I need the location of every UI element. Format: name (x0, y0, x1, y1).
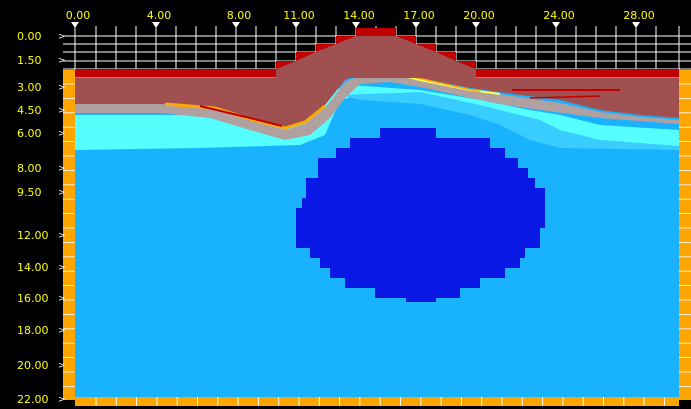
left-axis-label: 0.00 (17, 30, 42, 43)
anomaly-cell (345, 278, 480, 288)
anomaly-cell (330, 268, 505, 278)
anomaly-cell (350, 138, 490, 148)
marker-arrow-icon: > (58, 129, 66, 139)
marker-arrow-icon: > (58, 164, 66, 174)
left-axis-label: 9.50 (17, 186, 42, 199)
left-axis-label: 6.00 (17, 127, 42, 140)
marker-arrow-icon[interactable] (71, 22, 79, 28)
left-axis-label: 1.50 (17, 54, 42, 67)
top-axis-label: 11.00 (283, 9, 315, 22)
anomaly-cell (306, 178, 535, 188)
marker-arrow-icon[interactable] (352, 22, 360, 28)
marker-arrow-icon: > (58, 231, 66, 241)
anomaly-cell (336, 148, 505, 158)
anomaly-cell (306, 188, 545, 198)
marker-arrow-icon: > (58, 361, 66, 371)
light-cyan-layer (75, 85, 679, 150)
top-axis-label: 14.00 (343, 9, 375, 22)
anomaly-cell (310, 248, 525, 258)
marker-arrow-icon[interactable] (152, 22, 160, 28)
anomaly-cell (302, 198, 545, 208)
surface-cell (376, 28, 396, 36)
anomaly-cell (296, 228, 540, 238)
marker-arrow-icon: > (58, 106, 66, 116)
left-axis-label: 12.00 (17, 229, 49, 242)
left-axis-label: 16.00 (17, 292, 49, 305)
marker-arrow-icon: > (58, 326, 66, 336)
anomaly-cell (296, 208, 545, 218)
anomaly-cell (375, 288, 460, 298)
anomaly-cell (320, 258, 520, 268)
top-axis-label: 8.00 (226, 9, 252, 22)
marker-arrow-icon[interactable] (292, 22, 300, 28)
marker-arrow-icon: > (58, 294, 66, 304)
marker-arrow-icon[interactable] (472, 22, 480, 28)
marker-arrow-icon[interactable] (632, 22, 640, 28)
marker-arrow-icon[interactable] (232, 22, 240, 28)
left-axis-label: 4.50 (17, 104, 42, 117)
mid-cyan-layer (340, 92, 679, 150)
top-axis-label: 4.00 (146, 9, 172, 22)
right-frame (679, 70, 691, 400)
edge-line (199, 105, 283, 127)
left-axis-label: 8.00 (17, 162, 42, 175)
top-axis-label: 17.00 (403, 9, 435, 22)
marker-arrow-icon: > (58, 83, 66, 93)
marker-arrow-icon[interactable] (552, 22, 560, 28)
anomaly-cell (318, 168, 528, 178)
edge-line (529, 95, 601, 99)
top-axis-label: 24.00 (543, 9, 575, 22)
left-axis-label: 3.00 (17, 81, 42, 94)
left-axis-label: 18.00 (17, 324, 49, 337)
left-axis-label: 14.00 (17, 261, 49, 274)
bottom-frame (75, 397, 679, 406)
surface-cell (75, 69, 276, 77)
marker-arrow-icon: > (58, 32, 66, 42)
surface-cell (356, 28, 376, 36)
surface-fill (276, 36, 476, 78)
anomaly-cell (406, 298, 436, 302)
marker-arrow-icon: > (58, 263, 66, 273)
anomaly-cell (296, 218, 545, 228)
marker-arrow-icon: > (58, 395, 66, 405)
left-axis-label: 22.00 (17, 393, 49, 406)
marker-arrow-icon: > (58, 56, 66, 66)
anomaly-cell (318, 158, 518, 168)
top-axis-label: 0.00 (65, 9, 91, 22)
top-axis-label: 20.00 (463, 9, 495, 22)
left-axis-label: 20.00 (17, 359, 49, 372)
marker-arrow-icon[interactable] (412, 22, 420, 28)
anomaly-cell (380, 128, 436, 138)
anomaly-cell (296, 238, 540, 248)
surface-cell (476, 69, 679, 77)
left-frame (63, 70, 75, 400)
marker-arrow-icon: > (58, 188, 66, 198)
top-axis-label: 28.00 (623, 9, 655, 22)
